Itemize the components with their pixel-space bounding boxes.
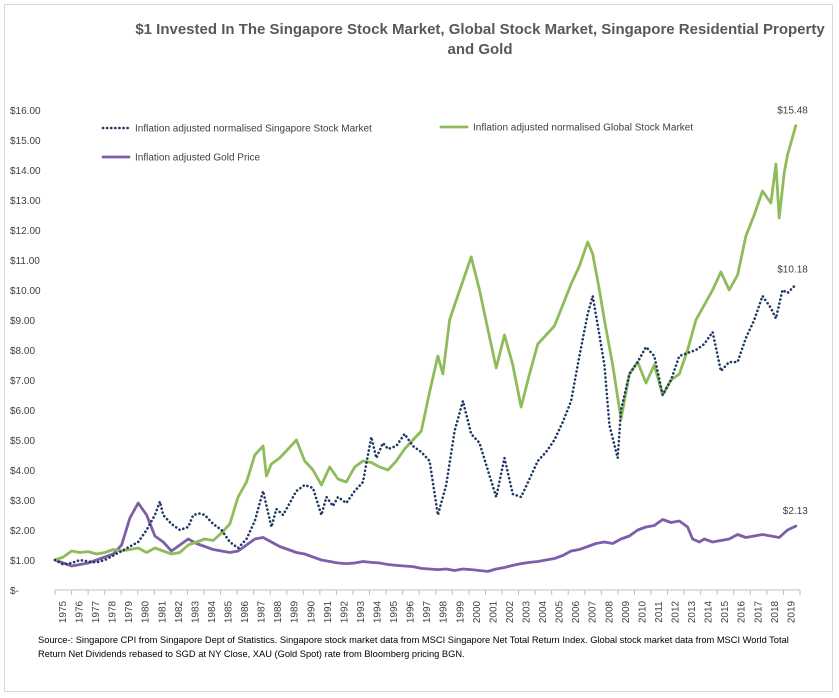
x-tick-label: 1977	[91, 600, 102, 623]
y-tick-label: $11.00	[10, 256, 40, 267]
x-tick-label: 1975	[58, 600, 69, 623]
x-axis: 1975 1976 1977 1978 1979 1980 1981 1982 1983 1984…	[54, 589, 801, 623]
x-tick-label: 1987	[257, 600, 268, 623]
x-tick-label: 1981	[157, 600, 168, 623]
x-tick-label: 2015	[720, 600, 731, 623]
x-tick-label: 2009	[621, 600, 632, 623]
x-tick-label: 1978	[108, 600, 119, 623]
chart-frame	[4, 4, 833, 692]
x-tick-label: 2012	[670, 600, 681, 623]
x-tick-label: 1982	[174, 600, 185, 623]
x-tick-label: 1989	[290, 600, 301, 623]
legend-label: Inflation adjusted Gold Price	[135, 153, 261, 164]
x-tick-label: 1990	[306, 600, 317, 623]
series-line-gold	[53, 501, 798, 573]
x-tick-label: 2011	[654, 601, 665, 623]
x-tick-label: 2016	[737, 600, 748, 623]
y-tick-label: $14.00	[10, 166, 41, 177]
x-tick-label: 2018	[770, 600, 781, 623]
y-tick-label: $12.00	[10, 226, 41, 237]
x-tick-label: 2001	[488, 600, 499, 623]
x-tick-label: 1988	[273, 600, 284, 623]
x-tick-label: 1992	[339, 600, 350, 623]
end-value-label: $2.13	[783, 506, 808, 517]
y-tick-label: $7.00	[10, 376, 35, 387]
y-tick-label: $6.00	[10, 406, 35, 417]
x-tick-label: 1993	[356, 600, 367, 623]
y-tick-label: $8.00	[10, 346, 35, 357]
legend: Inflation adjusted normalised Singapore …	[101, 123, 693, 164]
x-tick-label: 2002	[505, 600, 516, 623]
x-tick-label: 1980	[141, 600, 152, 623]
y-tick-label: $9.00	[10, 316, 35, 327]
x-tick-label: 1998	[439, 600, 450, 623]
y-tick-label: $1.00	[10, 556, 35, 567]
x-tick-label: 2008	[604, 600, 615, 623]
x-tick-label: 2007	[588, 600, 599, 623]
x-tick-label: 1997	[422, 600, 433, 623]
x-tick-label: 1984	[207, 600, 218, 623]
end-value-label: $15.48	[777, 106, 808, 117]
x-tick-label: 2014	[704, 600, 715, 623]
x-tick-label: 1995	[389, 600, 400, 623]
x-tick-label: 2013	[687, 600, 698, 623]
x-tick-label: 1999	[455, 600, 466, 623]
x-tick-label: 2003	[521, 600, 532, 623]
x-tick-label: 1996	[406, 600, 417, 623]
chart-title: $1 Invested In The Singapore Stock Marke…	[135, 21, 825, 58]
x-tick-label: 2017	[753, 600, 764, 623]
y-tick-label: $16.00	[10, 106, 41, 117]
y-tick-label: $5.00	[10, 436, 35, 447]
x-tick-label: 1979	[124, 600, 135, 623]
x-tick-label: 1986	[240, 600, 251, 623]
x-tick-label: 1976	[74, 600, 85, 623]
y-tick-label: $4.00	[10, 466, 35, 477]
y-tick-label: $-	[10, 586, 19, 597]
y-tick-label: $2.00	[10, 526, 35, 537]
x-tick-label: 1983	[190, 600, 201, 623]
end-value-label: $10.18	[777, 265, 808, 276]
x-tick-label: 2010	[637, 600, 648, 623]
x-tick-label: 2005	[555, 600, 566, 623]
series-line-global-stock	[53, 124, 798, 562]
y-tick-label: $10.00	[10, 286, 41, 297]
y-axis: $- $1.00 $2.00 $3.00 $4.00 $5.00 $6.00 $7.00 $8.…	[10, 106, 41, 597]
x-tick-label: 2006	[571, 600, 582, 623]
x-tick-label: 2004	[538, 600, 549, 623]
series-line-singapore-stock	[53, 283, 798, 566]
y-tick-label: $15.00	[10, 136, 41, 147]
x-tick-label: 2019	[786, 600, 797, 623]
x-tick-label: 2000	[472, 600, 483, 623]
legend-label: Inflation adjusted normalised Global Sto…	[473, 123, 693, 134]
y-tick-label: $3.00	[10, 496, 35, 507]
x-tick-label: 1994	[372, 600, 383, 623]
source-note: Source-: Singapore CPI from Singapore De…	[38, 635, 789, 659]
x-tick-label: 1991	[323, 600, 334, 623]
y-tick-label: $13.00	[10, 196, 41, 207]
x-tick-label: 1985	[223, 600, 234, 623]
legend-label: Inflation adjusted normalised Singapore …	[135, 124, 372, 135]
end-labels: $10.18 $15.48 $2.13	[777, 106, 808, 517]
series-layer	[53, 124, 798, 573]
